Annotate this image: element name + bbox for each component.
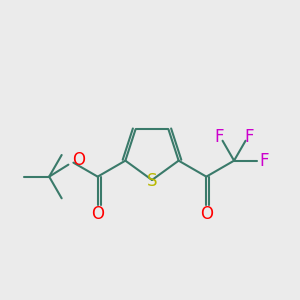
Text: O: O [91,205,104,223]
Text: O: O [72,151,85,169]
Text: F: F [215,128,224,146]
Text: F: F [245,128,254,146]
Text: S: S [147,172,157,190]
Text: F: F [259,152,269,170]
Text: O: O [200,205,213,223]
